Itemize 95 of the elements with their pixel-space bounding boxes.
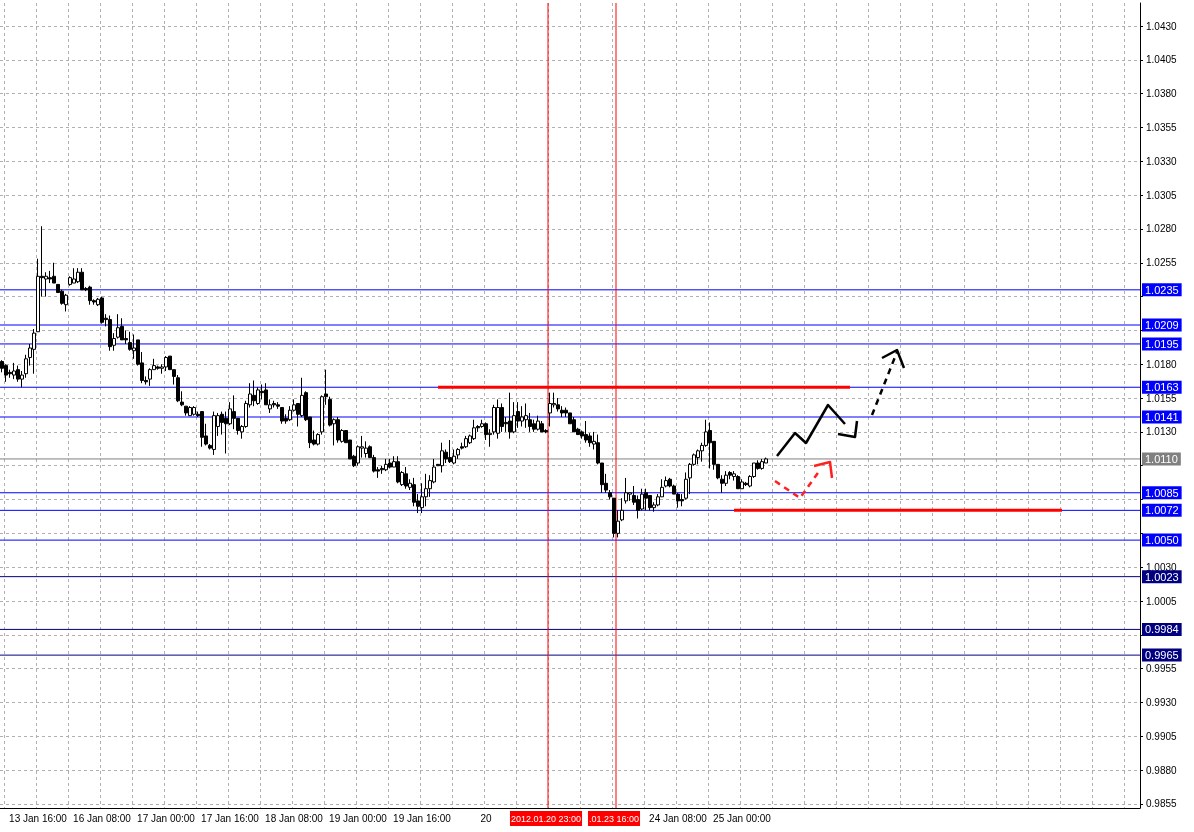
candlestick — [108, 315, 112, 352]
y-tick-label: 1.0130 — [1146, 426, 1178, 438]
candlestick — [644, 488, 648, 511]
x-tick-label: 13 Jan 16:00 — [9, 812, 68, 824]
x-tick-label: 2012.01.20 23:00 — [510, 813, 582, 824]
y-tick-label: 1.0380 — [1146, 88, 1178, 100]
y-tick-label: 1.0255 — [1146, 257, 1178, 269]
candlestick — [448, 439, 452, 464]
y-tick-label: 0.9855 — [1146, 798, 1178, 810]
candlestick — [464, 435, 468, 449]
ref-line-label: 1.0209 — [1145, 319, 1179, 331]
candlestick — [520, 405, 524, 427]
y-tick-label: 1.0430 — [1146, 20, 1178, 32]
ref-line-label: 1.0141 — [1145, 411, 1179, 423]
candlestick — [64, 293, 68, 312]
candlestick — [620, 497, 624, 522]
y-tick-label: 0.9905 — [1146, 730, 1178, 742]
ref-line-label: 1.0110 — [1145, 452, 1178, 465]
x-tick-label: 20 — [480, 812, 492, 824]
candlestick — [760, 458, 764, 471]
candlestick — [164, 355, 168, 372]
candlestick — [536, 415, 540, 432]
x-tick-label: 25 Jan 00:00 — [713, 812, 772, 824]
ref-line-label: 1.0072 — [1145, 504, 1179, 517]
candlestick — [556, 397, 560, 413]
y-tick-label: 1.0305 — [1146, 189, 1178, 201]
candlestick — [212, 411, 216, 456]
candlestick — [388, 458, 392, 469]
candlestick — [736, 474, 740, 490]
y-tick-label: 1.0330 — [1146, 155, 1178, 167]
x-tick-label: 19 Jan 00:00 — [329, 812, 388, 824]
y-tick-label: 0.9880 — [1146, 764, 1178, 776]
candlestick — [740, 478, 744, 490]
candlestick — [548, 392, 552, 427]
candlestick — [184, 405, 188, 417]
ref-line-label: 0.9984 — [1145, 623, 1179, 636]
candlestick — [192, 405, 196, 417]
candlestick — [404, 466, 408, 490]
candlestick — [384, 458, 388, 472]
candlestick — [200, 411, 204, 448]
ref-line-label: 1.0163 — [1145, 381, 1179, 394]
candlestick — [584, 420, 588, 444]
candlestick — [52, 262, 56, 284]
candlestick — [664, 476, 668, 488]
candlestick — [100, 296, 104, 325]
candlestick — [4, 363, 8, 383]
ref-line-label: 1.0085 — [1145, 486, 1179, 499]
candlestick — [280, 407, 284, 425]
candlestick — [708, 421, 712, 469]
candlestick — [188, 405, 192, 417]
y-tick-label: 1.0030 — [1146, 561, 1178, 573]
candlestick — [88, 285, 92, 306]
x-tick-label: 17 Jan 00:00 — [137, 812, 196, 824]
y-tick-label: 1.0355 — [1146, 121, 1178, 133]
x-tick-label: .01.23 16:00 — [588, 813, 640, 824]
candlestick — [272, 400, 276, 409]
y-tick-label: 0.9955 — [1146, 663, 1178, 675]
candlestick — [516, 401, 520, 429]
candlestick — [624, 477, 628, 505]
candlestick — [508, 392, 512, 440]
y-tick-label: 1.0280 — [1146, 223, 1178, 235]
y-tick-label: 1.0005 — [1146, 595, 1178, 607]
candlestick — [252, 379, 256, 407]
candlestick — [440, 442, 444, 473]
candlestick — [32, 328, 36, 375]
candlestick — [456, 447, 460, 460]
ref-line-label: 1.0195 — [1145, 337, 1179, 350]
y-tick-label: 1.0180 — [1146, 358, 1178, 370]
candlestick — [540, 420, 544, 433]
candlestick — [120, 317, 124, 341]
x-tick-label: 24 Jan 08:00 — [649, 812, 708, 824]
ref-line-label: 1.0235 — [1145, 283, 1179, 296]
candlestick — [80, 267, 84, 291]
y-tick-label: 0.9930 — [1146, 696, 1178, 708]
x-tick-label: 16 Jan 08:00 — [73, 812, 132, 824]
candlestick — [336, 416, 340, 444]
candlestick — [524, 402, 528, 429]
candlestick — [72, 267, 76, 284]
ref-line-label: 1.0023 — [1145, 570, 1179, 583]
candlestick — [496, 398, 500, 440]
candlestick — [612, 497, 616, 538]
candlestick — [396, 455, 400, 484]
candlestick — [16, 365, 20, 383]
x-tick-label: 19 Jan 16:00 — [393, 812, 452, 824]
candlestick — [364, 440, 368, 459]
candlestick — [572, 416, 576, 433]
ref-line-label: 1.0050 — [1145, 534, 1179, 547]
candlestick — [472, 419, 476, 441]
x-tick-label: 17 Jan 16:00 — [201, 812, 260, 824]
candlestick — [12, 362, 16, 380]
ref-line-label: 0.9965 — [1145, 649, 1179, 662]
candlestick — [276, 401, 280, 410]
x-tick-label: 18 Jan 08:00 — [265, 812, 324, 824]
y-tick-label: 1.0155 — [1146, 392, 1178, 404]
y-tick-label: 1.0405 — [1146, 54, 1178, 66]
